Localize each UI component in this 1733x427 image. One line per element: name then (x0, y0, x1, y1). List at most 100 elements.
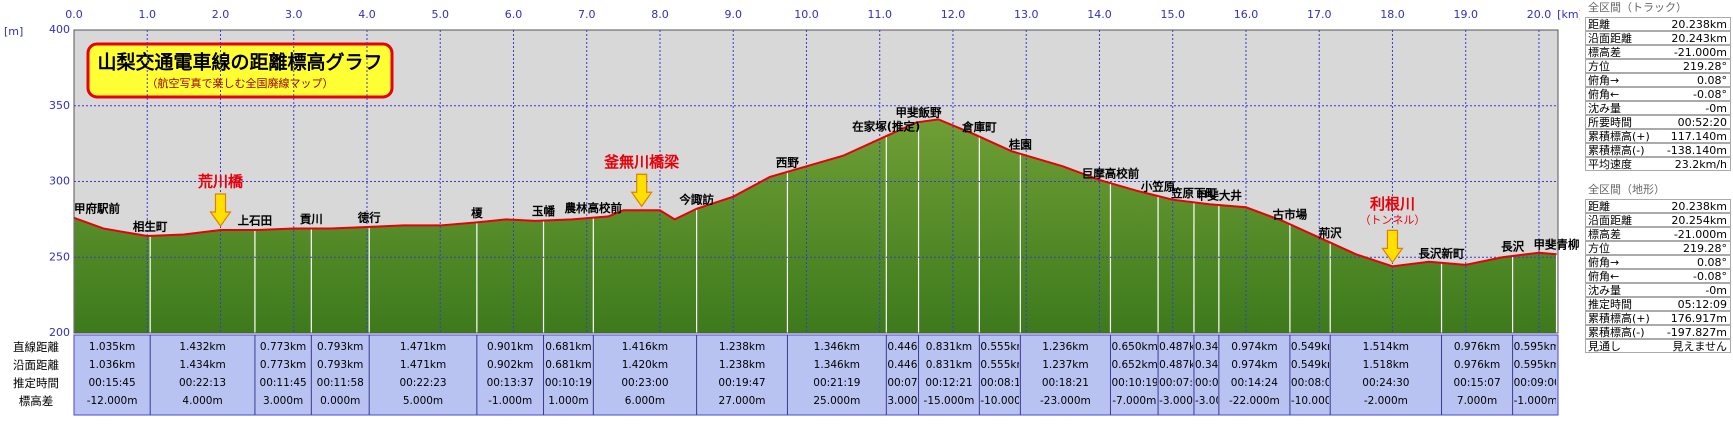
row-label: 方位 (1588, 242, 1610, 255)
table-cell: 00:08:09 (1290, 377, 1330, 389)
table-cell: -10.000m (1290, 395, 1330, 407)
panel-row: 標高差 -21.000m (1585, 45, 1731, 59)
panel-row: 所要時間 00:52:20 (1585, 115, 1731, 129)
x-tick-label: 1.0 (138, 8, 156, 21)
row-value: 20.243km (1671, 32, 1727, 45)
row-label: 距離 (1588, 18, 1610, 31)
table-cell: 1.238km (718, 359, 766, 371)
row-label: 累積標高(-) (1588, 326, 1645, 339)
x-tick-label: 16.0 (1234, 8, 1259, 21)
row-header: 推定時間 (13, 376, 59, 390)
table-cell: 7.000m (1456, 395, 1498, 407)
table-cell: 00:05:04 (1194, 377, 1218, 389)
summary-panel: 全区間（トラック） 距離 20.238km 沿面距離 20.243km 標高差 -21.00… (1585, 0, 1731, 172)
x-tick-label: 5.0 (431, 8, 449, 21)
table-cell: 0.974km (1231, 341, 1278, 353)
panel-row: 累積標高(-) -138.140m (1585, 143, 1731, 157)
table-cell: 0.340km (1194, 341, 1218, 353)
row-label: 標高差 (1588, 228, 1621, 241)
row-label: 方位 (1588, 60, 1610, 73)
table-cell: 0.652km (1111, 359, 1158, 371)
row-value: -0m (1705, 102, 1727, 115)
title-box (86, 42, 394, 99)
table-cell: 0.831km (925, 359, 973, 371)
row-header: 標高差 (18, 394, 54, 408)
station-label: 小笠原 (1140, 180, 1176, 194)
row-value: -138.140m (1666, 144, 1727, 157)
table-cell: 00:07:01 (887, 377, 918, 389)
station-label: 長沢 (1501, 239, 1524, 253)
plot-frame (73, 29, 1559, 334)
table-cell: 0.555km (980, 341, 1019, 353)
row-label: 所要時間 (1588, 116, 1632, 129)
table-cell: 0.595km (1513, 359, 1556, 371)
table-cell: 6.000m (624, 395, 666, 407)
station-label: 相生町 (133, 219, 168, 233)
table-cell: 3.000m (887, 395, 918, 407)
table-cell: 00:13:37 (486, 377, 534, 389)
row-value: 117.140m (1670, 130, 1727, 143)
table-cell: 4.000m (182, 395, 223, 407)
x-tick-label: 19.0 (1453, 8, 1478, 21)
panel-row: 沈み量 -0m (1585, 283, 1731, 297)
station-label: 古市場 (1273, 208, 1308, 222)
row-value: 05:12:09 (1677, 298, 1727, 311)
panel-row: 距離 20.238km (1585, 17, 1731, 31)
station-label: 徳行 (357, 210, 381, 224)
x-tick-label: 13.0 (1014, 8, 1039, 21)
table-cell: 00:24:30 (1362, 377, 1410, 389)
panel-row: 俯角→ 0.08° (1585, 255, 1731, 269)
table-cell: 1.000m (548, 395, 589, 407)
table-cell: 00:08:15 (980, 377, 1020, 389)
table-cell: 1.434km (179, 359, 226, 371)
y-tick-label: 300 (49, 175, 70, 188)
table-cell: 0.549km (1290, 341, 1329, 353)
x-tick-label: 6.0 (505, 8, 523, 21)
x-tick-label: 4.0 (358, 8, 376, 21)
station-label: 長沢新町 (1419, 246, 1465, 260)
panel-title: 全区間（トラック） (1588, 1, 1687, 14)
table-cell: 1.416km (621, 341, 669, 353)
x-tick-label: 3.0 (285, 8, 303, 21)
table-cell: 0.555km (980, 359, 1019, 371)
table-cell: 0.773km (259, 359, 307, 371)
table-cell: 3.000m (262, 395, 304, 407)
table-cell: 0.487km (1159, 341, 1193, 353)
y-tick-label: 200 (49, 326, 70, 339)
row-value: -0m (1705, 284, 1727, 297)
table-cell: 00:10:19 (1111, 377, 1158, 389)
table-cell: -23.000m (1040, 395, 1091, 407)
table-cell: -10.000m (980, 395, 1020, 407)
table-cell: 0.976km (1453, 341, 1501, 353)
station-label: 西野 (776, 155, 799, 169)
annotation-arrow (209, 193, 232, 228)
table-cell: 0.831km (925, 341, 973, 353)
station-label: 上石田 (238, 213, 273, 227)
table-cell: 0.549km (1290, 359, 1329, 371)
panel-row: 標高差 -21.000m (1585, 227, 1731, 241)
table-cell: 00:23:00 (621, 377, 669, 389)
table-cell: 1.346km (813, 341, 861, 353)
table-cell: 0.340km (1194, 359, 1218, 371)
row-value: -0.08° (1693, 88, 1727, 101)
table-cell: 5.000m (402, 395, 444, 407)
chart-subtitle: （航空写真で楽しむ全国廃線マップ） (147, 76, 334, 90)
table-cell: 0.901km (486, 341, 534, 353)
row-value: 0.08° (1697, 256, 1727, 269)
station-label: 倉庫町 (961, 120, 997, 134)
station-label: 貢川 (300, 212, 323, 226)
station-label: 甲斐飯野 (896, 106, 942, 120)
row-label: 俯角← (1588, 270, 1620, 283)
row-label: 累積標高(-) (1588, 144, 1645, 157)
x-tick-label: 0.0 (65, 8, 83, 21)
table-cell: 0.650km (1111, 341, 1158, 353)
table-cell: 00:19:47 (718, 377, 766, 389)
elevation-line (73, 118, 1557, 268)
row-header: 沿面距離 (13, 358, 59, 372)
panel-row: 沈み量 -0m (1585, 101, 1731, 115)
table-cell: 0.793km (317, 359, 364, 371)
annotation-arrow (1381, 229, 1404, 264)
station-label: 甲府駅前 (74, 201, 120, 215)
station-label: 荊沢 (1318, 226, 1342, 240)
x-tick-label: 15.0 (1160, 8, 1185, 21)
